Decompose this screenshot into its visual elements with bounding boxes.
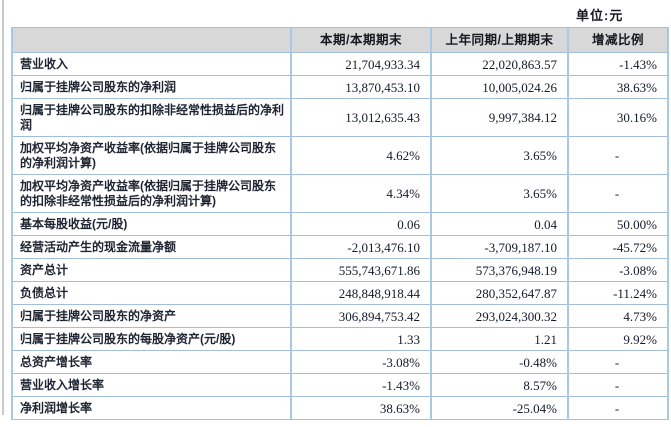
row-label: 归属于挂牌公司股东的扣除非经常性损益后的净利润 [11, 98, 292, 137]
change-value: - [567, 350, 669, 374]
prior-value: 1.21 [430, 327, 569, 351]
table-row-weighted-avg-roe: 加权平均净资产收益率(依据归属于挂牌公司股东的净利润计算) 4.62% 3.65… [11, 136, 669, 175]
table-row-total-asset-growth: 总资产增长率 -3.08% -0.48% - [11, 350, 669, 374]
change-value: 38.63% [567, 75, 669, 99]
row-label: 加权平均净资产收益率(依据归属于挂牌公司股东的扣除非经常性损益后的净利润计算) [11, 174, 292, 213]
current-value: 1.33 [290, 327, 432, 351]
current-value: 555,743,671.86 [290, 258, 432, 282]
prior-value: -3,709,187.10 [430, 235, 569, 259]
table-row-revenue-growth: 营业收入增长率 -1.43% 8.57% - [11, 373, 669, 397]
table-row-net-profit-after-deduction: 归属于挂牌公司股东的扣除非经常性损益后的净利润 13,012,635.43 9,… [11, 98, 669, 137]
current-value: -1.43% [290, 373, 432, 397]
financial-summary-table: 本期/本期期末 上年同期/上期期末 增减比例 营业收入 21,704,933.3… [11, 27, 669, 420]
prior-value: 8.57% [430, 373, 569, 397]
change-value: - [567, 136, 669, 175]
change-value: 30.16% [567, 98, 669, 137]
row-label: 总资产增长率 [11, 350, 292, 374]
prior-value: 3.65% [430, 136, 569, 175]
current-value: 4.62% [290, 136, 432, 175]
row-label: 资产总计 [11, 258, 292, 282]
row-label: 营业收入 [11, 52, 292, 76]
prior-value: 10,005,024.26 [430, 75, 569, 99]
change-value: - [567, 396, 669, 420]
row-label: 归属于挂牌公司股东的净利润 [11, 75, 292, 99]
header-change-ratio: 增减比例 [567, 27, 669, 53]
prior-value: -25.04% [430, 396, 569, 420]
table-row-total-liabilities: 负债总计 248,848,918.44 280,352,647.87 -11.2… [11, 281, 669, 305]
prior-value: 9,997,384.12 [430, 98, 569, 137]
current-value: 0.06 [290, 212, 432, 236]
table-row-operating-revenue: 营业收入 21,704,933.34 22,020,863.57 -1.43% [11, 52, 669, 76]
prior-value: 22,020,863.57 [430, 52, 569, 76]
prior-value: 293,024,300.32 [430, 304, 569, 328]
current-value: 21,704,933.34 [290, 52, 432, 76]
change-value: 50.00% [567, 212, 669, 236]
change-value: 4.73% [567, 304, 669, 328]
row-label: 加权平均净资产收益率(依据归属于挂牌公司股东的净利润计算) [11, 136, 292, 175]
current-value: 4.34% [290, 174, 432, 213]
current-value: -3.08% [290, 350, 432, 374]
table-row-basic-eps: 基本每股收益(元/股) 0.06 0.04 50.00% [11, 212, 669, 236]
table-row-net-assets-per-share: 归属于挂牌公司股东的每股净资产(元/股) 1.33 1.21 9.92% [11, 327, 669, 351]
current-value: 248,848,918.44 [290, 281, 432, 305]
change-value: -11.24% [567, 281, 669, 305]
prior-value: 280,352,647.87 [430, 281, 569, 305]
row-label: 归属于挂牌公司股东的每股净资产(元/股) [11, 327, 292, 351]
current-value: 306,894,753.42 [290, 304, 432, 328]
unit-label: 单位:元 [576, 8, 624, 23]
row-label: 营业收入增长率 [11, 373, 292, 397]
table-row-operating-cash-flow: 经营活动产生的现金流量净额 -2,013,476.10 -3,709,187.1… [11, 235, 669, 259]
table-row-net-assets: 归属于挂牌公司股东的净资产 306,894,753.42 293,024,300… [11, 304, 669, 328]
header-blank-cell [11, 27, 292, 53]
row-label: 净利润增长率 [11, 396, 292, 420]
row-label: 归属于挂牌公司股东的净资产 [11, 304, 292, 328]
header-prior-period: 上年同期/上期期末 [430, 27, 569, 53]
change-value: 9.92% [567, 327, 669, 351]
current-value: 13,012,635.43 [290, 98, 432, 137]
prior-value: 573,376,948.19 [430, 258, 569, 282]
change-value: -45.72% [567, 235, 669, 259]
table-row-net-profit: 归属于挂牌公司股东的净利润 13,870,453.10 10,005,024.2… [11, 75, 669, 99]
prior-value: -0.48% [430, 350, 569, 374]
change-value: -3.08% [567, 258, 669, 282]
header-current-period: 本期/本期期末 [290, 27, 432, 53]
table-row-net-profit-growth: 净利润增长率 38.63% -25.04% - [11, 396, 669, 420]
change-value: - [567, 373, 669, 397]
table-header-row: 本期/本期期末 上年同期/上期期末 增减比例 [11, 27, 669, 53]
table-row-weighted-avg-roe-after-deduction: 加权平均净资产收益率(依据归属于挂牌公司股东的扣除非经常性损益后的净利润计算) … [11, 174, 669, 213]
change-value: -1.43% [567, 52, 669, 76]
current-value: 13,870,453.10 [290, 75, 432, 99]
row-label: 负债总计 [11, 281, 292, 305]
prior-value: 3.65% [430, 174, 569, 213]
prior-value: 0.04 [430, 212, 569, 236]
current-value: -2,013,476.10 [290, 235, 432, 259]
change-value: - [567, 174, 669, 213]
current-value: 38.63% [290, 396, 432, 420]
row-label: 基本每股收益(元/股) [11, 212, 292, 236]
page-edge-line [2, 0, 4, 415]
row-label: 经营活动产生的现金流量净额 [11, 235, 292, 259]
table-row-total-assets: 资产总计 555,743,671.86 573,376,948.19 -3.08… [11, 258, 669, 282]
